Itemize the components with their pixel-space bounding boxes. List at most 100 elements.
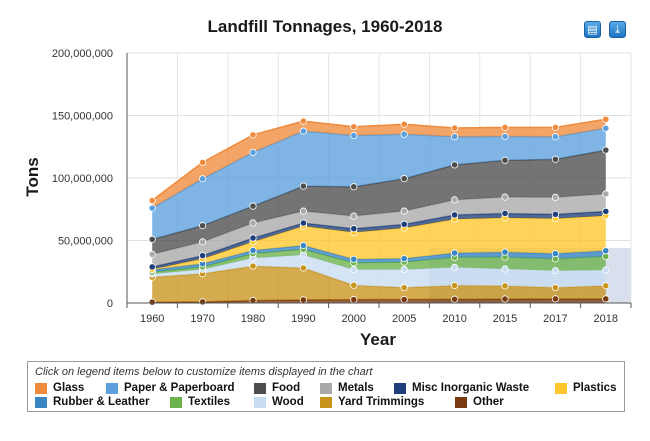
point-yard-trimmings-2017[interactable]	[551, 284, 560, 292]
point-paper-and-paperboard-2018[interactable]	[602, 124, 610, 132]
point-misc-inorganic-waste-1980[interactable]	[249, 234, 257, 242]
point-misc-inorganic-waste-1960[interactable]	[148, 263, 156, 271]
point-misc-inorganic-waste-1970[interactable]	[199, 252, 207, 260]
area-glass[interactable]	[152, 119, 606, 209]
point-glass-2017[interactable]	[551, 123, 560, 131]
point-food-1970[interactable]	[199, 222, 207, 230]
point-wood-2015[interactable]	[501, 265, 509, 273]
area-series[interactable]	[151, 118, 606, 303]
point-other-2018[interactable]	[602, 295, 610, 303]
point-rubber-and-leather-2015[interactable]	[501, 248, 509, 256]
point-paper-and-paperboard-2005[interactable]	[400, 130, 408, 138]
point-yard-trimmings-1980[interactable]	[249, 262, 257, 270]
point-other-1960[interactable]	[148, 298, 156, 306]
point-glass-1960[interactable]	[148, 196, 156, 205]
point-wood-2017[interactable]	[551, 267, 560, 275]
area-rubber-and-leather[interactable]	[152, 245, 606, 273]
point-other-2017[interactable]	[551, 295, 560, 303]
download-button[interactable]: ⤓	[609, 21, 626, 38]
legend-label: Metals	[338, 382, 374, 394]
point-food-2017[interactable]	[551, 155, 560, 163]
point-yard-trimmings-2018[interactable]	[602, 282, 610, 290]
data-markers[interactable]	[148, 115, 610, 306]
point-rubber-and-leather-2000[interactable]	[350, 255, 358, 263]
point-glass-2018[interactable]	[602, 115, 610, 123]
point-misc-inorganic-waste-2005[interactable]	[400, 220, 408, 228]
point-glass-1980[interactable]	[249, 131, 257, 139]
point-metals-2010[interactable]	[450, 196, 459, 204]
point-glass-2010[interactable]	[450, 124, 459, 132]
legend-swatch	[254, 383, 266, 394]
point-rubber-and-leather-1980[interactable]	[249, 246, 257, 255]
point-glass-2015[interactable]	[501, 123, 509, 131]
area-plastics[interactable]	[152, 215, 606, 270]
point-yard-trimmings-1990[interactable]	[299, 264, 307, 272]
point-food-2005[interactable]	[400, 175, 408, 183]
point-misc-inorganic-waste-2018[interactable]	[602, 207, 610, 215]
point-metals-1960[interactable]	[148, 250, 156, 258]
area-yard-trimmings[interactable]	[152, 266, 606, 303]
point-other-1980[interactable]	[249, 296, 257, 305]
point-other-2005[interactable]	[400, 295, 408, 304]
point-misc-inorganic-waste-2015[interactable]	[501, 209, 509, 217]
point-metals-2018[interactable]	[602, 190, 610, 198]
point-paper-and-paperboard-1990[interactable]	[299, 127, 307, 135]
point-misc-inorganic-waste-2000[interactable]	[350, 225, 358, 233]
point-misc-inorganic-waste-2017[interactable]	[551, 210, 560, 218]
point-food-2000[interactable]	[350, 183, 358, 191]
point-metals-2017[interactable]	[551, 193, 560, 201]
point-food-1990[interactable]	[299, 182, 307, 190]
point-paper-and-paperboard-1970[interactable]	[199, 175, 207, 183]
point-metals-1990[interactable]	[299, 207, 307, 215]
point-metals-2005[interactable]	[400, 207, 408, 215]
point-food-2015[interactable]	[501, 156, 509, 164]
point-yard-trimmings-2010[interactable]	[450, 281, 459, 290]
x-tick-label: 2017	[543, 313, 567, 325]
point-other-2000[interactable]	[350, 296, 358, 304]
point-other-1990[interactable]	[299, 296, 307, 304]
point-metals-2015[interactable]	[501, 193, 509, 201]
point-wood-2005[interactable]	[400, 265, 408, 274]
point-food-2018[interactable]	[602, 146, 610, 154]
print-button[interactable]: ▤	[584, 21, 601, 38]
point-rubber-and-leather-2010[interactable]	[450, 249, 459, 257]
point-misc-inorganic-waste-2010[interactable]	[450, 211, 459, 219]
area-textiles[interactable]	[152, 249, 606, 274]
point-paper-and-paperboard-2017[interactable]	[551, 133, 560, 141]
point-paper-and-paperboard-2010[interactable]	[450, 133, 459, 141]
point-food-2010[interactable]	[450, 161, 459, 169]
point-other-2010[interactable]	[450, 295, 459, 303]
point-wood-2010[interactable]	[450, 263, 459, 271]
point-food-1960[interactable]	[148, 235, 156, 243]
area-food[interactable]	[152, 150, 606, 255]
area-paper-and-paperboard[interactable]	[152, 128, 606, 240]
point-rubber-and-leather-2017[interactable]	[551, 250, 560, 258]
point-metals-2000[interactable]	[350, 212, 358, 220]
point-yard-trimmings-2005[interactable]	[400, 284, 408, 292]
point-yard-trimmings-2015[interactable]	[501, 282, 509, 290]
point-metals-1980[interactable]	[249, 219, 257, 227]
area-misc-inorganic-waste[interactable]	[152, 211, 606, 270]
point-glass-1970[interactable]	[199, 158, 207, 166]
point-wood-2000[interactable]	[350, 266, 358, 274]
point-glass-1990[interactable]	[299, 117, 307, 125]
point-rubber-and-leather-2005[interactable]	[400, 255, 408, 263]
point-glass-2005[interactable]	[400, 120, 408, 128]
point-misc-inorganic-waste-1990[interactable]	[299, 219, 307, 227]
point-wood-2018[interactable]	[602, 266, 610, 274]
area-wood[interactable]	[152, 254, 606, 288]
point-glass-2000[interactable]	[350, 123, 358, 131]
point-paper-and-paperboard-1980[interactable]	[249, 148, 257, 156]
area-metals[interactable]	[152, 193, 606, 267]
point-paper-and-paperboard-2015[interactable]	[501, 132, 509, 141]
point-rubber-and-leather-1990[interactable]	[299, 241, 307, 250]
point-paper-and-paperboard-1960[interactable]	[148, 204, 156, 212]
area-other[interactable]	[152, 298, 606, 303]
point-metals-1970[interactable]	[199, 238, 207, 246]
point-yard-trimmings-2000[interactable]	[350, 281, 358, 289]
point-other-1970[interactable]	[199, 298, 207, 306]
point-other-2015[interactable]	[501, 295, 509, 303]
point-rubber-and-leather-2018[interactable]	[602, 247, 610, 255]
point-paper-and-paperboard-2000[interactable]	[350, 131, 358, 140]
point-food-1980[interactable]	[249, 202, 257, 210]
